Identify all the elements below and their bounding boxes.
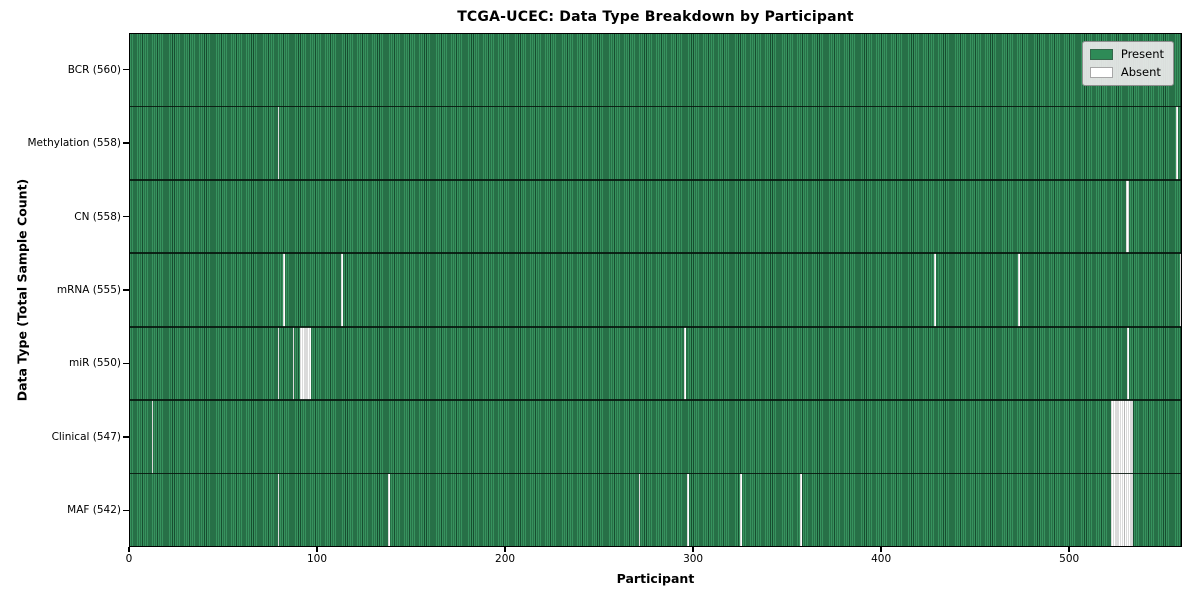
y-tick-mark xyxy=(123,436,129,438)
absent-run xyxy=(277,473,280,547)
x-tick-label: 500 xyxy=(1059,553,1080,565)
absent-run xyxy=(300,326,312,401)
x-tick-mark xyxy=(880,547,882,552)
x-tick-mark xyxy=(128,547,130,552)
row-divider xyxy=(129,105,1182,108)
y-tick-label-clinical: Clinical (547) xyxy=(51,430,121,443)
absent-run xyxy=(800,473,803,547)
y-tick-label-cn: CN (558) xyxy=(74,210,121,223)
legend-swatch-present xyxy=(1089,49,1113,60)
absent-run xyxy=(687,473,690,547)
heatmap-row-bcr xyxy=(129,33,1182,107)
x-tick-label: 100 xyxy=(307,553,328,565)
absent-run xyxy=(683,326,686,401)
absent-run xyxy=(277,326,280,401)
y-tick-mark xyxy=(123,289,129,291)
row-divider xyxy=(129,179,1182,181)
absent-run xyxy=(292,326,295,401)
x-tick-mark xyxy=(1068,547,1070,552)
absent-run xyxy=(1125,179,1130,254)
absent-run xyxy=(151,400,154,474)
y-tick-label-bcr: BCR (560) xyxy=(67,63,121,76)
heatmap-row-maf xyxy=(129,473,1182,547)
heatmap-row-methylation xyxy=(129,106,1182,180)
x-axis-label: Participant xyxy=(616,571,695,586)
y-tick-label-mrna: mRNA (555) xyxy=(56,284,121,296)
x-tick-mark xyxy=(504,547,506,552)
x-tick-mark xyxy=(692,547,694,552)
x-tick-label: 300 xyxy=(683,553,704,565)
absent-run xyxy=(740,473,742,547)
heatmap-row-mrna xyxy=(129,253,1182,327)
heatmap-row-mir xyxy=(129,326,1182,401)
absent-run xyxy=(388,473,391,547)
x-tick-label: 400 xyxy=(871,553,892,565)
x-tick-mark xyxy=(316,547,318,552)
absent-run xyxy=(341,253,344,327)
absent-run xyxy=(1127,326,1130,401)
row-divider xyxy=(129,325,1182,328)
legend-item-present: Present xyxy=(1089,47,1164,61)
legend-swatch-absent xyxy=(1089,67,1113,78)
y-tick-label-methylation: Methylation (558) xyxy=(27,137,121,150)
y-tick-mark xyxy=(123,215,129,218)
heatmap-row-clinical xyxy=(129,400,1182,474)
x-tick-label: 200 xyxy=(495,553,516,565)
y-tick-label-mir: miR (550) xyxy=(68,357,121,370)
legend: Present Absent xyxy=(1081,41,1174,86)
y-tick-mark xyxy=(123,142,129,144)
absent-run xyxy=(1110,400,1134,474)
y-tick-mark xyxy=(123,362,129,365)
row-divider xyxy=(129,252,1182,255)
legend-label-present: Present xyxy=(1120,47,1164,61)
absent-run xyxy=(638,473,641,547)
chart-title: TCGA-UCEC: Data Type Breakdown by Partic… xyxy=(457,9,854,25)
heatmap-row-cn xyxy=(129,179,1182,254)
y-tick-label-maf: MAF (542) xyxy=(67,504,121,517)
absent-run xyxy=(1176,106,1179,180)
x-tick-label: 0 xyxy=(125,553,133,565)
absent-run xyxy=(933,253,936,327)
absent-run xyxy=(1018,253,1021,327)
absent-run xyxy=(1110,473,1134,547)
absent-run xyxy=(1180,253,1182,327)
y-tick-mark xyxy=(123,69,129,71)
absent-run xyxy=(277,106,280,180)
row-divider xyxy=(129,399,1182,401)
row-divider xyxy=(129,472,1182,475)
legend-item-absent: Absent xyxy=(1089,65,1164,79)
plot-area: Present Absent xyxy=(129,33,1182,547)
y-tick-mark xyxy=(123,509,129,511)
absent-run xyxy=(283,253,286,327)
legend-label-absent: Absent xyxy=(1120,65,1161,79)
